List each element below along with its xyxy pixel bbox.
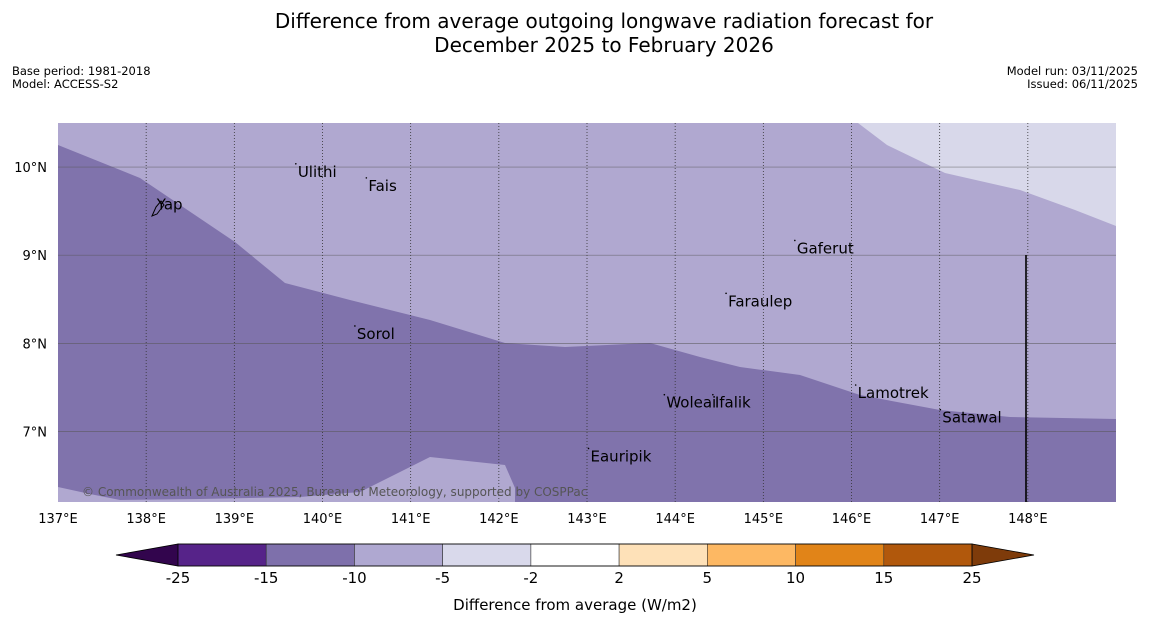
colorbar-tick-label: 2 — [614, 569, 624, 587]
place-sorol: Sorol — [354, 325, 395, 343]
colorbar-bin — [265, 543, 355, 567]
colorbar-tick-label: -25 — [166, 569, 191, 587]
colorbar: -25 -15 -10 -5 -2 2 5 10 15 25 — [115, 543, 1035, 587]
lon-tick-label: 148°E — [1008, 512, 1048, 527]
colorbar-over-arrow — [971, 543, 1035, 567]
place-label: Ulithi — [298, 163, 337, 181]
olr-band-minus15-minus10 — [58, 145, 1116, 502]
place-label: Eauripik — [591, 447, 652, 465]
map-title: Difference from average outgoing longwav… — [0, 9, 1150, 57]
place-label: Satawal — [942, 409, 1001, 427]
place-satawal: Satawal — [939, 408, 1002, 427]
place-label: Sorol — [357, 325, 395, 343]
model-name: Model: ACCESS-S2 — [12, 77, 119, 91]
place-yap: Yap — [156, 195, 183, 213]
colorbar-bin — [530, 543, 620, 567]
lat-tick-label: 10°N — [14, 161, 47, 176]
longitude-gridlines — [145, 123, 1029, 502]
lon-tick-label: 142°E — [479, 512, 519, 527]
lat-tick-label: 8°N — [23, 337, 48, 352]
place-ifalik: Ifalik — [712, 394, 751, 412]
place-lamotrek: Lamotrek — [854, 384, 929, 402]
base-period: Base period: 1981-2018 — [12, 64, 151, 78]
latitude-tick-labels: 10°N 9°N 8°N 7°N — [14, 161, 47, 440]
colorbar-bin — [618, 543, 708, 567]
place-label: Woleai — [666, 394, 716, 412]
place-labels: Ulithi Fais Yap Gaferut Faraulep Sorol Lamotre… — [156, 163, 1002, 466]
title-line-2: December 2025 to February 2026 — [434, 33, 774, 57]
lat-tick-label: 9°N — [23, 249, 48, 264]
place-label: Ifalik — [715, 394, 751, 412]
colorbar-tick-label: 25 — [962, 569, 981, 587]
place-gaferut: Gaferut — [794, 239, 854, 257]
island-dot — [939, 408, 942, 411]
island-dot — [712, 393, 714, 396]
model-run: Model run: 03/11/2025 — [1006, 64, 1138, 78]
place-woleai: Woleai — [663, 393, 716, 412]
olr-band-minus5-minus2 — [858, 123, 1116, 226]
colorbar-bin — [442, 543, 532, 567]
colorbar-bin — [883, 543, 973, 567]
lon-tick-label: 140°E — [303, 512, 343, 527]
copyright-note: © Commonwealth of Australia 2025, Bureau… — [82, 485, 587, 499]
lon-tick-label: 138°E — [126, 512, 166, 527]
colorbar-tick-label: 15 — [874, 569, 893, 587]
colorbar-bin — [707, 543, 796, 567]
meta-right: Model run: 03/11/2025 Issued: 06/11/2025 — [1007, 65, 1138, 91]
lon-tick-label: 137°E — [38, 512, 78, 527]
island-dot — [663, 393, 666, 396]
colorbar-under-arrow — [115, 543, 179, 567]
title-line-1: Difference from average outgoing longwav… — [274, 9, 934, 33]
place-label: Lamotrek — [858, 384, 929, 402]
place-label: Fais — [368, 177, 397, 195]
lat-tick-label: 7°N — [23, 425, 48, 440]
place-ulithi: Ulithi — [295, 163, 337, 181]
longitude-tick-labels: 137°E 138°E 139°E 140°E 141°E 142°E 143°E 144°E… — [38, 512, 1047, 527]
colorbar-tick-label: 10 — [786, 569, 805, 587]
lon-tick-label: 139°E — [215, 512, 255, 527]
island-dot — [854, 384, 857, 386]
colorbar-tick-label: -5 — [435, 569, 450, 587]
colorbar-tick-label: -2 — [523, 569, 538, 587]
lon-tick-label: 147°E — [920, 512, 960, 527]
colorbar-bin — [354, 543, 443, 567]
island-dot — [354, 325, 356, 327]
place-faraulep: Faraulep — [725, 292, 792, 310]
colorbar-tick-label: 5 — [703, 569, 713, 587]
lon-tick-label: 145°E — [744, 512, 784, 527]
lon-tick-label: 146°E — [832, 512, 872, 527]
lon-tick-label: 143°E — [567, 512, 607, 527]
latitude-gridlines — [58, 166, 1116, 432]
colorbar-tick-label: -10 — [342, 569, 367, 587]
place-eauripik: Eauripik — [587, 447, 652, 465]
lon-tick-label: 141°E — [391, 512, 431, 527]
meta-left: Base period: 1981-2018 Model: ACCESS-S2 — [12, 65, 151, 91]
island-dot — [587, 447, 590, 450]
island-dot — [295, 162, 297, 165]
colorbar-tick-label: -15 — [254, 569, 279, 587]
place-label: Gaferut — [797, 239, 854, 257]
place-label: Yap — [156, 195, 183, 213]
lon-tick-label: 144°E — [655, 512, 695, 527]
colorbar-frame — [177, 543, 973, 567]
island-dot — [794, 239, 796, 242]
map-area: © Commonwealth of Australia 2025, Bureau… — [58, 123, 1116, 502]
island-dot — [725, 292, 727, 295]
colorbar-bin — [177, 543, 267, 567]
colorbar-bin — [795, 543, 885, 567]
island-dot — [365, 177, 368, 179]
place-fais: Fais — [365, 177, 397, 195]
colorbar-title: Difference from average (W/m2) — [453, 596, 697, 614]
yap-island-icon — [151, 200, 165, 217]
issued-date: Issued: 06/11/2025 — [1027, 77, 1138, 91]
place-label: Faraulep — [728, 292, 792, 310]
